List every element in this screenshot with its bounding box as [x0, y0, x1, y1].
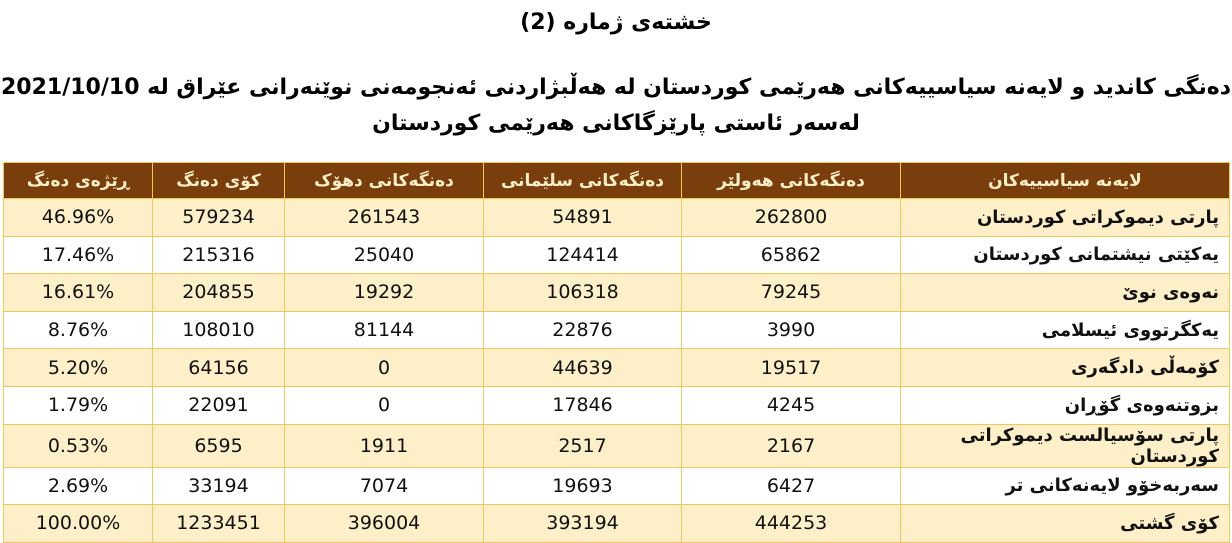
value-cell: 17.46%: [3, 235, 153, 275]
value-cell: 2517: [483, 423, 682, 468]
value-cell: 262800: [681, 198, 901, 237]
column-header: دەنگەکانی هەولێر: [681, 162, 901, 199]
subtitle-line-1: دەنگی کاندید و لایەنە سیاسییەکانی هەرێمی…: [0, 75, 1232, 100]
votes-table: لایەنە سیاسییەکان دەنگەکانی هەولێر دەنگەکا…: [3, 162, 1230, 543]
value-cell: 6427: [681, 466, 901, 506]
table-row: نەوەی نوێ 79245 106318 19292 204855 16.61%: [3, 273, 1230, 312]
table-title: خشتەی ژمارە (2): [520, 10, 712, 35]
value-cell: 25040: [284, 235, 484, 275]
value-cell: 19517: [681, 348, 901, 387]
table-row: بزوتنەوەی گۆڕان 4245 17846 0 22091 1.79%: [3, 385, 1230, 425]
table-subtitle: دەنگی کاندید و لایەنە سیاسییەکانی هەرێمی…: [0, 70, 1232, 142]
value-cell: 0: [284, 348, 484, 387]
value-cell: 2.69%: [3, 466, 153, 506]
table-row: پارتی سۆسیالست دیموکراتی کوردستان 2167 251…: [3, 423, 1230, 468]
value-cell: 2167: [681, 423, 901, 468]
value-cell: 100.00%: [3, 504, 153, 543]
value-cell: 1911: [284, 423, 484, 468]
column-header: دەنگەکانی دهۆک: [284, 162, 484, 199]
value-cell: 46.96%: [3, 198, 153, 237]
value-cell: 1233451: [152, 504, 285, 543]
value-cell: 19292: [284, 273, 484, 312]
value-cell: 396004: [284, 504, 484, 543]
value-cell: 33194: [152, 466, 285, 506]
column-header: ڕێژەی دەنگ: [3, 162, 153, 199]
value-cell: 17846: [483, 385, 682, 425]
column-header: کۆی دەنگ: [152, 162, 285, 199]
value-cell: 81144: [284, 310, 484, 350]
value-cell: 6595: [152, 423, 285, 468]
table-row: یەکگرتووی ئیسلامی 3990 22876 81144 108010 8.7…: [3, 310, 1230, 350]
party-name-cell: بزوتنەوەی گۆڕان: [900, 385, 1230, 425]
value-cell: 215316: [152, 235, 285, 275]
column-header: لایەنە سیاسییەکان: [900, 162, 1230, 199]
value-cell: 19693: [483, 466, 682, 506]
value-cell: 261543: [284, 198, 484, 237]
value-cell: 579234: [152, 198, 285, 237]
table-row: کۆمەڵی دادگەری 19517 44639 0 64156 5.20%: [3, 348, 1230, 387]
party-name-cell: پارتی دیموکراتی کوردستان: [900, 198, 1230, 237]
party-name-cell: یەکێتی نیشتمانی کوردستان: [900, 235, 1230, 275]
value-cell: 5.20%: [3, 348, 153, 387]
table-row: یەکێتی نیشتمانی کوردستان 65862 124414 25040…: [3, 235, 1230, 275]
value-cell: 106318: [483, 273, 682, 312]
value-cell: 79245: [681, 273, 901, 312]
value-cell: 8.76%: [3, 310, 153, 350]
value-cell: 65862: [681, 235, 901, 275]
value-cell: 16.61%: [3, 273, 153, 312]
value-cell: 64156: [152, 348, 285, 387]
value-cell: 204855: [152, 273, 285, 312]
value-cell: 7074: [284, 466, 484, 506]
value-cell: 393194: [483, 504, 682, 543]
party-name-cell: کۆی گشتی: [900, 504, 1230, 543]
table-header-row: لایەنە سیاسییەکان دەنگەکانی هەولێر دەنگەکا…: [3, 162, 1230, 199]
table-row: پارتی دیموکراتی کوردستان 262800 54891 26154…: [3, 198, 1230, 237]
value-cell: 54891: [483, 198, 682, 237]
party-name-cell: پارتی سۆسیالست دیموکراتی کوردستان: [900, 423, 1230, 468]
value-cell: 0: [284, 385, 484, 425]
value-cell: 22876: [483, 310, 682, 350]
party-name-cell: کۆمەڵی دادگەری: [900, 348, 1230, 387]
column-header: دەنگەکانی سلێمانی: [483, 162, 682, 199]
value-cell: 0.53%: [3, 423, 153, 468]
value-cell: 4245: [681, 385, 901, 425]
table-row: سەربەخۆو لایەنەکانی تر 6427 19693 7074 33194…: [3, 466, 1230, 506]
value-cell: 1.79%: [3, 385, 153, 425]
subtitle-line-2: لەسەر ئاستی پارێزگاکانی هەرێمی کوردستان: [372, 111, 860, 136]
party-name-cell: سەربەخۆو لایەنەکانی تر: [900, 466, 1230, 506]
value-cell: 124414: [483, 235, 682, 275]
value-cell: 44639: [483, 348, 682, 387]
party-name-cell: نەوەی نوێ: [900, 273, 1230, 312]
table-row: کۆی گشتی 444253 393194 396004 1233451 100.00%: [3, 504, 1230, 543]
value-cell: 3990: [681, 310, 901, 350]
party-name-cell: یەکگرتووی ئیسلامی: [900, 310, 1230, 350]
value-cell: 22091: [152, 385, 285, 425]
value-cell: 444253: [681, 504, 901, 543]
value-cell: 108010: [152, 310, 285, 350]
